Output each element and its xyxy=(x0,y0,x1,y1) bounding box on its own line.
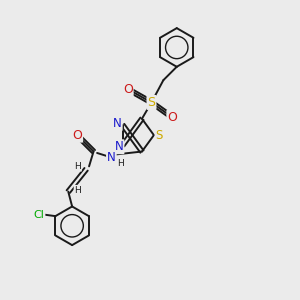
Text: O: O xyxy=(72,129,82,142)
Text: S: S xyxy=(155,129,163,142)
Text: N: N xyxy=(113,117,122,130)
Text: Cl: Cl xyxy=(34,210,44,220)
Text: O: O xyxy=(167,111,177,124)
Text: O: O xyxy=(123,82,133,96)
Text: H: H xyxy=(74,162,81,171)
Text: N: N xyxy=(115,140,124,153)
Text: H: H xyxy=(118,160,124,169)
Text: S: S xyxy=(148,96,155,109)
Text: H: H xyxy=(74,186,81,195)
Text: N: N xyxy=(107,151,116,164)
